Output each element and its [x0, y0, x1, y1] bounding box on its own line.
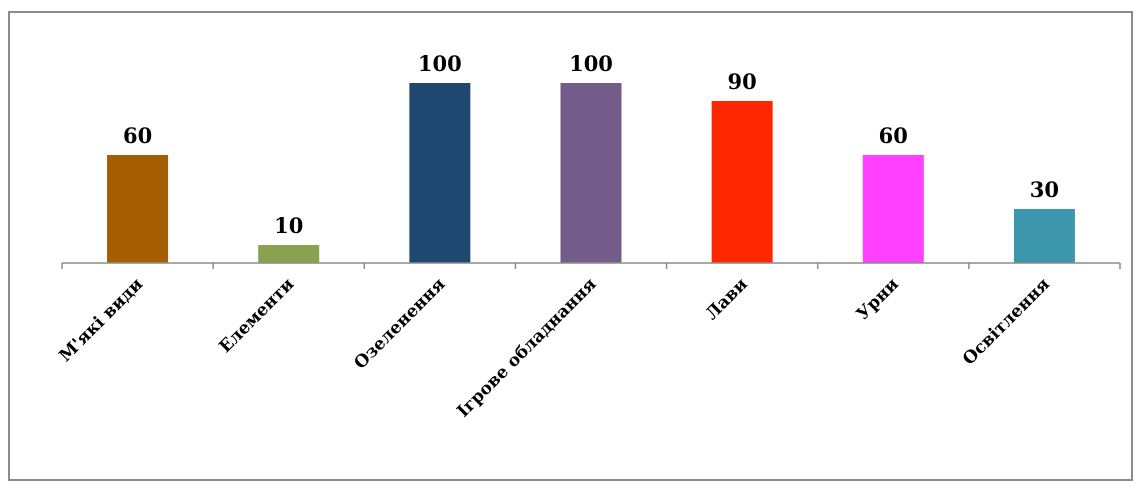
data-label: 60: [123, 123, 152, 148]
data-label: 30: [1030, 177, 1059, 202]
x-tick-label: Озеленення: [350, 274, 449, 373]
data-label: 100: [569, 51, 613, 76]
data-label: 10: [274, 213, 303, 238]
bar: [107, 155, 169, 263]
data-label: 60: [879, 123, 908, 148]
x-tick-label: Лави: [702, 274, 752, 324]
x-tick-label: Елементи: [216, 274, 299, 357]
bar: [1013, 209, 1075, 263]
x-tick-labels: М'які види Елементи Озеленення Ігрове облад…: [55, 274, 1054, 421]
bar: [862, 155, 924, 263]
x-tick-label: Урни: [853, 274, 903, 324]
bar: [409, 83, 471, 263]
x-axis: [61, 262, 1121, 269]
x-tick-label: Освітлення: [959, 274, 1054, 369]
data-labels: 60 10 100 100 90 60 30: [123, 51, 1059, 238]
x-tick-label: Ігрове обладнання: [453, 274, 600, 421]
bar: [711, 101, 773, 263]
data-label: 100: [418, 51, 462, 76]
bars-layer: [107, 83, 1075, 263]
x-tick-label: М'які види: [55, 274, 147, 366]
data-label: 90: [728, 69, 757, 94]
bar: [560, 83, 622, 263]
bar: [258, 245, 320, 263]
